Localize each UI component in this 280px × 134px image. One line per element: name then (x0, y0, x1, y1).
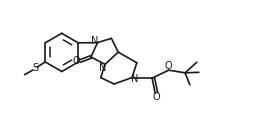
Text: N: N (99, 63, 107, 72)
Text: O: O (153, 92, 160, 102)
Text: N: N (91, 36, 98, 46)
Text: O: O (73, 56, 80, 66)
Text: S: S (32, 63, 38, 73)
Text: N: N (131, 74, 138, 84)
Text: O: O (164, 62, 172, 71)
